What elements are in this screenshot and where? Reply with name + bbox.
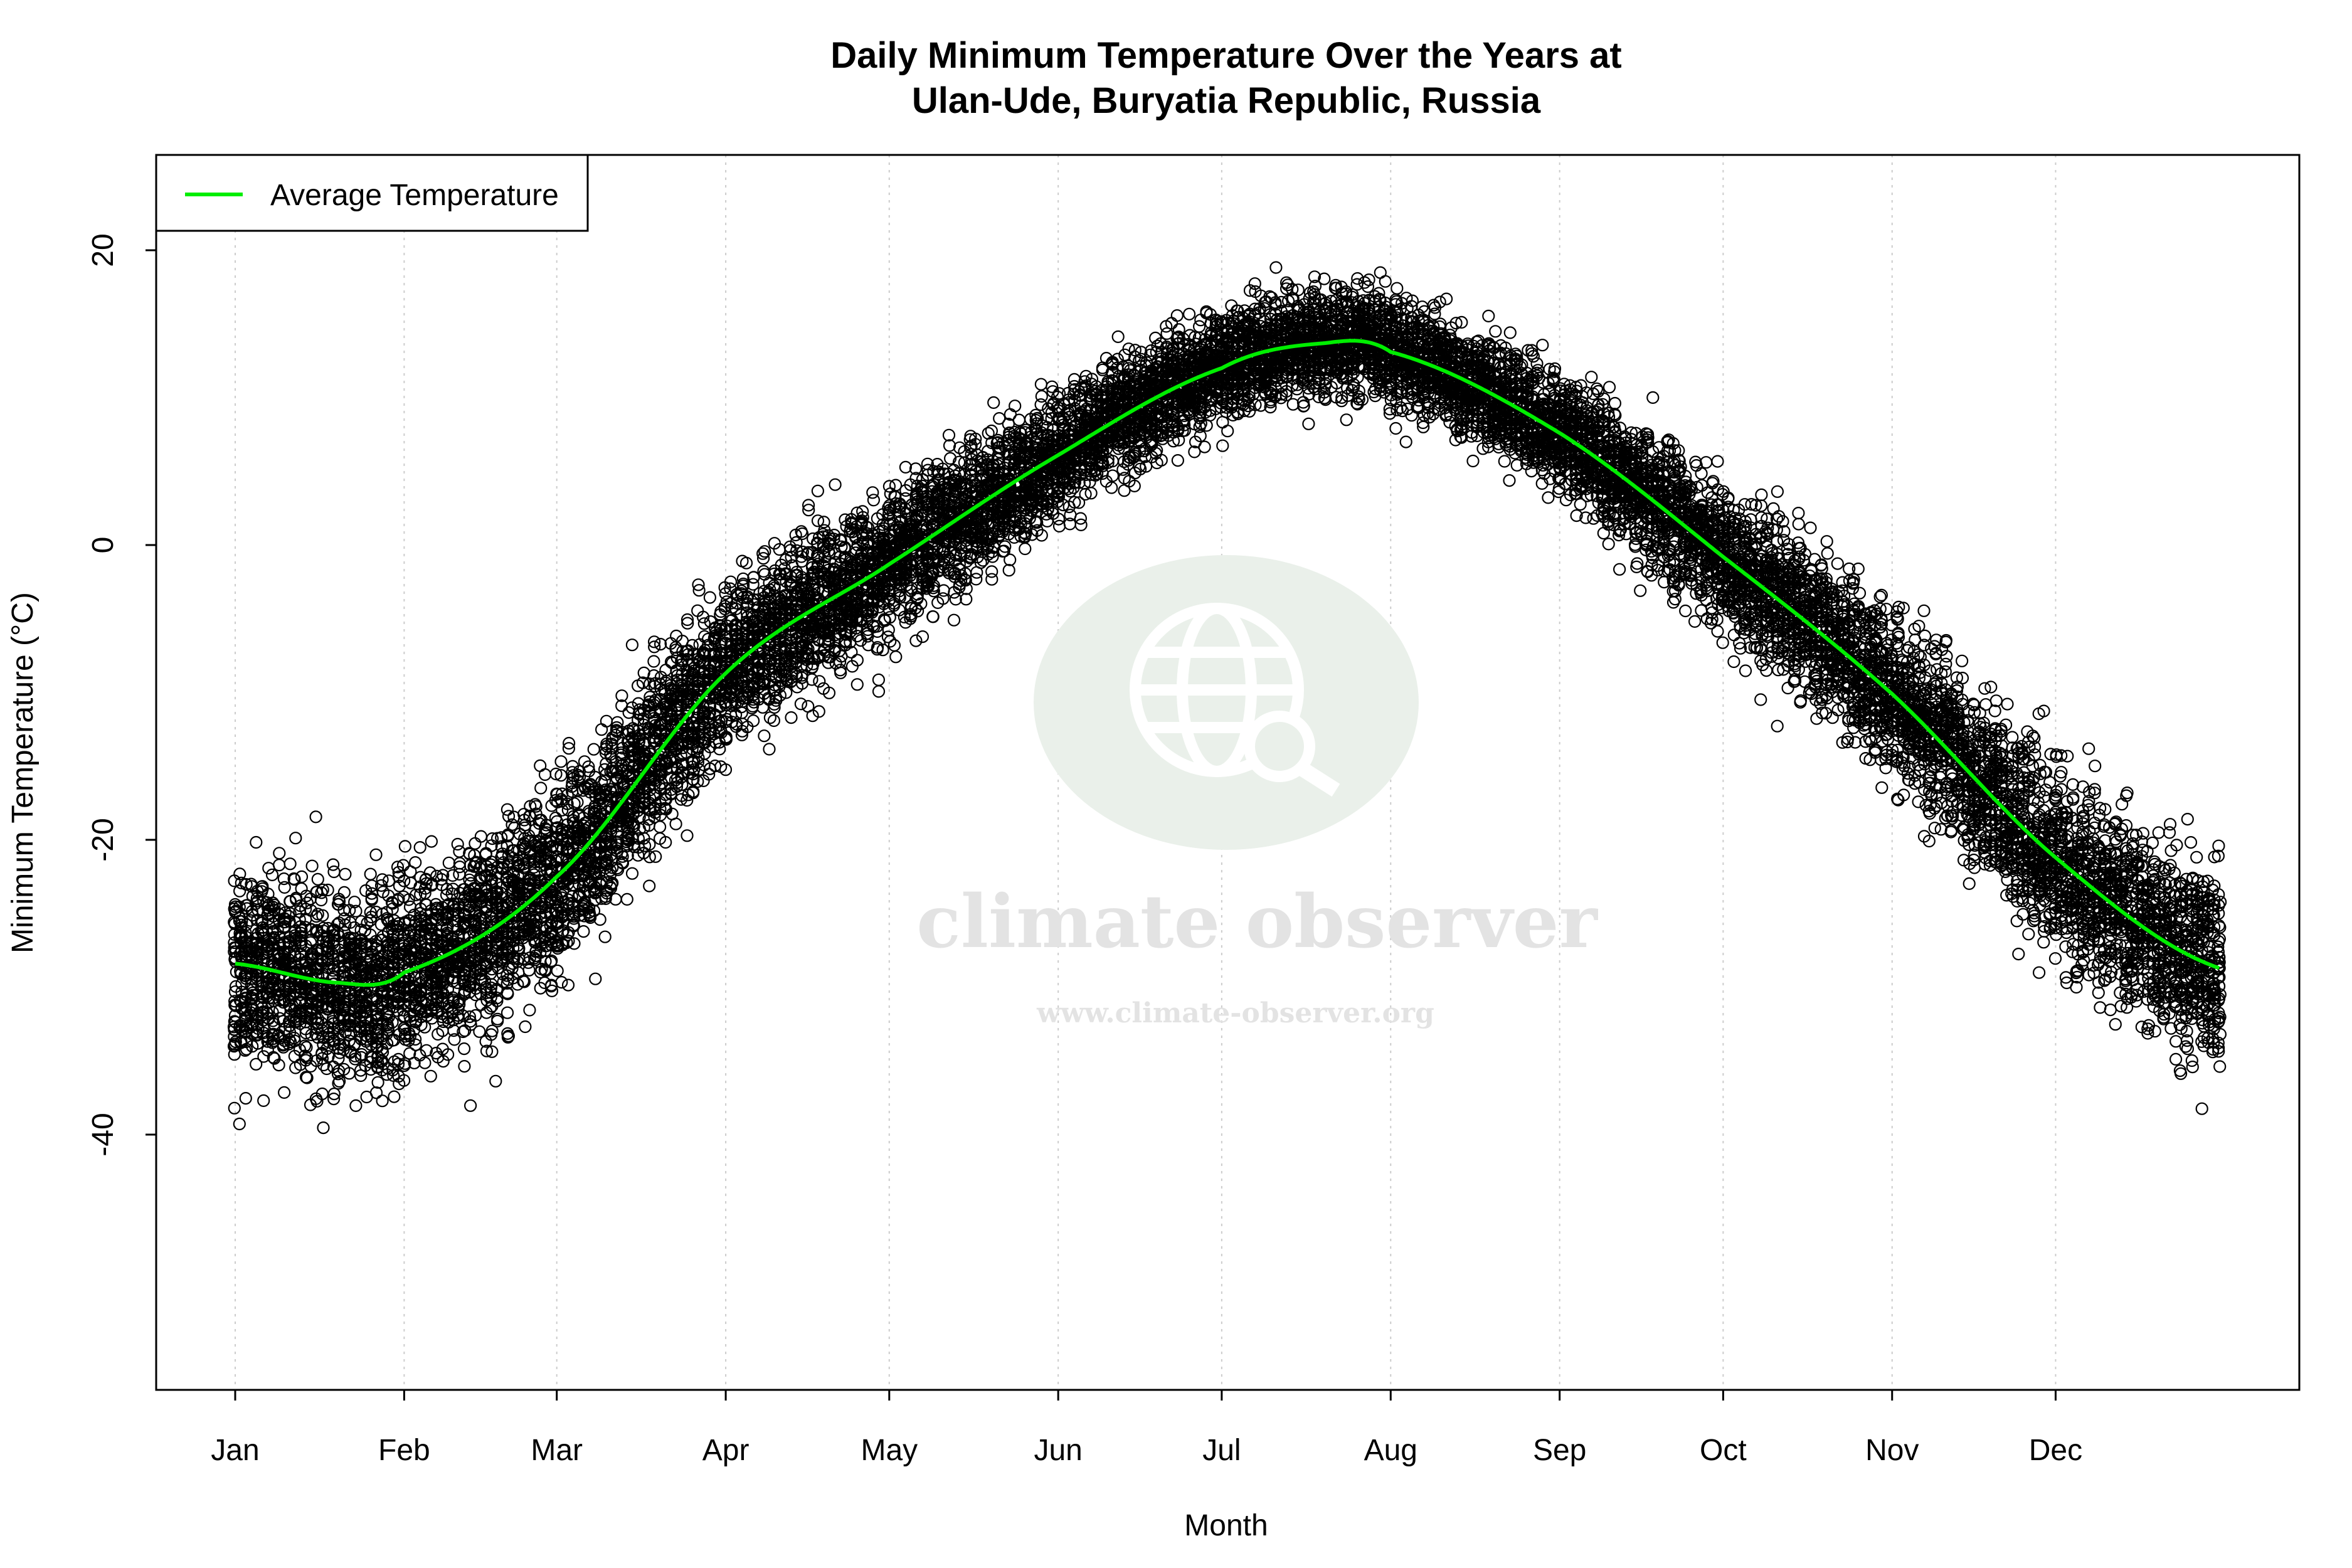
data-point: [2037, 936, 2050, 949]
data-point: [647, 655, 660, 668]
data-point: [2088, 787, 2101, 800]
data-point: [1597, 526, 1610, 540]
data-point: [534, 781, 548, 795]
data-point: [233, 1117, 246, 1131]
scatter-points: [227, 261, 2227, 1135]
data-point: [1792, 506, 1805, 520]
chart-title-line-2: Ulan-Ude, Buryatia Republic, Russia: [912, 80, 1541, 121]
data-point: [2094, 1001, 2107, 1014]
data-point: [822, 686, 836, 699]
data-point: [1542, 491, 1555, 504]
data-point: [949, 593, 962, 606]
data-point: [561, 978, 575, 992]
data-point: [442, 856, 455, 869]
data-point: [562, 742, 576, 755]
data-point: [1875, 781, 1888, 794]
data-point: [643, 879, 656, 893]
data-point: [398, 840, 412, 853]
data-point: [2016, 908, 2030, 921]
data-point: [257, 1094, 270, 1108]
data-point: [519, 1020, 532, 1034]
data-point: [960, 593, 973, 606]
data-point: [1525, 347, 1539, 360]
data-point: [1771, 485, 1784, 498]
data-point: [2089, 760, 2102, 773]
data-point: [1613, 563, 1626, 576]
data-point: [1608, 396, 1621, 410]
data-point: [2109, 1018, 2122, 1031]
data-point: [448, 1033, 461, 1046]
data-point: [2181, 812, 2194, 826]
data-point: [388, 1090, 401, 1103]
data-point: [1950, 671, 1963, 684]
data-point: [327, 865, 341, 879]
watermark: climate observer www.climate-observer.or…: [916, 555, 1599, 1029]
data-point: [369, 1086, 383, 1099]
data-point: [396, 859, 410, 872]
data-point: [283, 857, 297, 871]
data-point: [2152, 826, 2165, 839]
data-point: [2082, 795, 2095, 808]
data-point: [681, 617, 694, 630]
data-point: [625, 638, 639, 652]
data-point: [446, 869, 459, 882]
data-point: [620, 893, 633, 906]
watermark-logo-circle: [1034, 555, 1419, 850]
data-point: [413, 840, 426, 854]
data-point: [703, 591, 717, 604]
chart-title-line-1: Daily Minimum Temperature Over the Years…: [830, 35, 1621, 76]
data-point: [942, 428, 956, 442]
data-point: [1570, 509, 1583, 522]
data-point: [1482, 309, 1495, 322]
data-point: [1695, 467, 1708, 480]
data-point: [1216, 416, 1229, 429]
watermark-name: climate observer: [916, 879, 1598, 965]
data-point: [320, 1062, 334, 1076]
data-point: [758, 729, 771, 743]
data-point: [1399, 435, 1412, 448]
data-point: [1302, 417, 1315, 430]
data-point: [278, 1086, 291, 1099]
data-point: [746, 714, 760, 728]
data-point: [1963, 838, 1976, 851]
data-point: [987, 396, 1000, 410]
data-point: [451, 837, 464, 851]
data-point: [1820, 535, 1833, 548]
data-point: [916, 630, 930, 644]
data-point: [1383, 407, 1397, 420]
data-point: [485, 1045, 499, 1058]
data-point: [554, 769, 568, 782]
data-point: [1012, 413, 1026, 426]
data-point: [250, 1057, 263, 1071]
data-point: [2195, 1102, 2208, 1115]
data-point: [1536, 339, 1549, 352]
data-point: [2001, 697, 2014, 711]
data-point: [829, 478, 842, 491]
data-point: [1928, 822, 1941, 835]
watermark-url: www.climate-observer.org: [1036, 997, 1434, 1029]
data-point: [1956, 654, 1969, 667]
data-point: [648, 640, 661, 654]
data-point: [1510, 458, 1523, 472]
globe-search-icon: [1130, 603, 1340, 797]
data-point: [1716, 636, 1729, 649]
data-point: [554, 755, 568, 768]
